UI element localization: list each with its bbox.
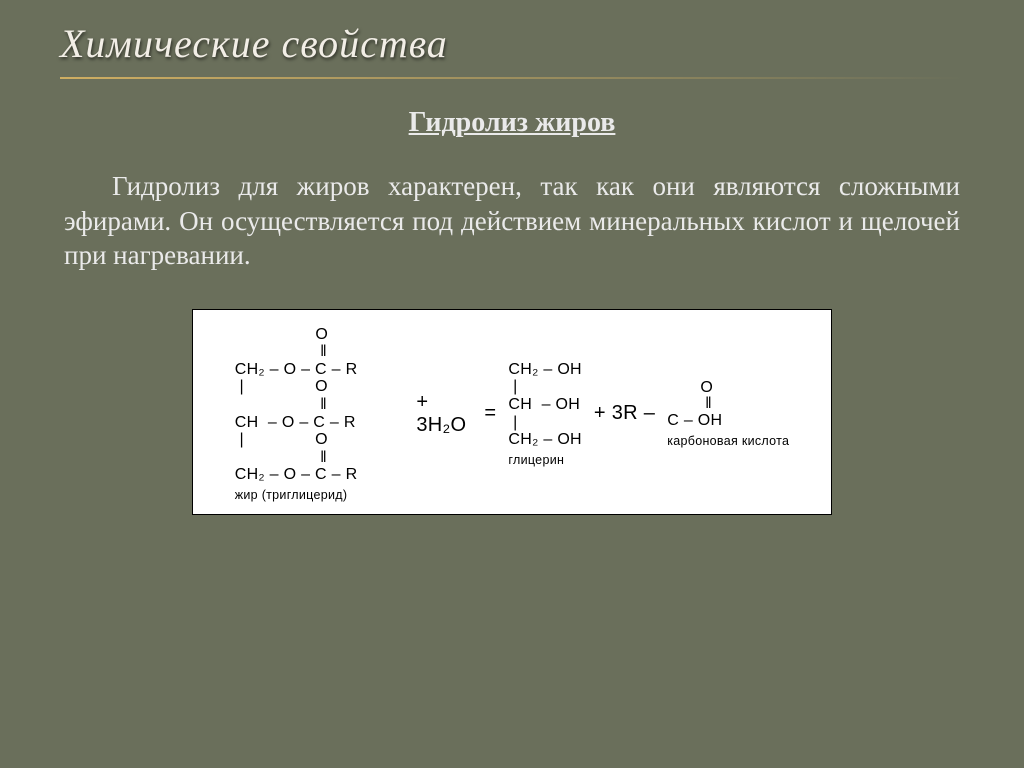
molecule-triglyceride: O ‖ CH₂ – O – C – R | O ‖ CH – O – C – R… [235,326,358,502]
label-acid: карбоновая кислота [667,434,789,448]
title-underline [60,77,964,79]
plus-operator: + 3H₂O [363,368,472,460]
body-text: Гидролиз для жиров характерен, так как о… [60,169,964,273]
plus-operator-2: + 3R – [588,402,661,425]
slide-title: Химические свойства [60,20,964,67]
molecule-acid: O ‖ C – OH карбоновая кислота [667,380,789,448]
reaction-box: O ‖ CH₂ – O – C – R | O ‖ CH – O – C – R… [192,309,832,515]
label-triglyceride: жир (триглицерид) [235,488,348,502]
label-glycerol: глицерин [508,453,564,467]
slide: Химические свойства Гидролиз жиров Гидро… [0,0,1024,768]
water-formula: 3H₂O [416,414,466,436]
molecule-glycerol: CH₂ – OH | CH – OH | CH₂ – OH глицерин [508,361,582,467]
reaction-scheme: O ‖ CH₂ – O – C – R | O ‖ CH – O – C – R… [213,326,811,502]
slide-subtitle: Гидролиз жиров [60,107,964,139]
equals-operator: = [478,402,502,425]
